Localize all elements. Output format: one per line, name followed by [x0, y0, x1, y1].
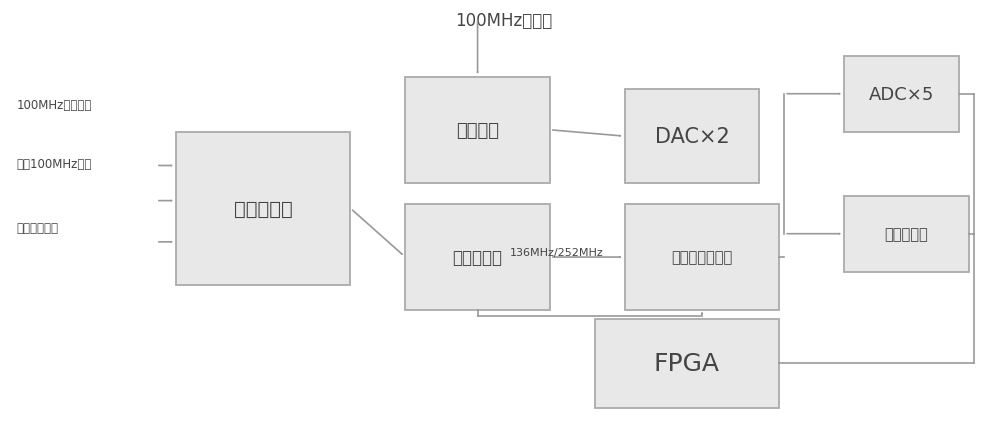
Bar	[625, 204, 779, 311]
Bar	[595, 319, 779, 408]
Text: DAC×2: DAC×2	[655, 127, 729, 147]
Text: 底板接插件: 底板接插件	[884, 227, 928, 242]
Bar	[405, 204, 550, 311]
Text: 调试时钒输入: 调试时钒输入	[16, 222, 58, 234]
Text: 100MHz外时钒: 100MHz外时钒	[455, 12, 552, 30]
Text: 100MHz模拟时钒: 100MHz模拟时钒	[16, 98, 92, 112]
Text: 频率综合器: 频率综合器	[453, 248, 503, 266]
Text: ADC×5: ADC×5	[869, 86, 934, 104]
Bar	[176, 132, 350, 285]
Text: 系统100MHz输入: 系统100MHz输入	[16, 158, 92, 171]
Bar	[625, 90, 759, 183]
Text: 136MHz/252MHz: 136MHz/252MHz	[510, 247, 604, 257]
Bar	[844, 196, 969, 272]
Text: 信道模块: 信道模块	[456, 121, 499, 139]
Text: 时钟分发器: 时钟分发器	[234, 199, 293, 218]
Text: 第二时钟分发器: 第二时钟分发器	[671, 250, 733, 265]
Text: FPGA: FPGA	[654, 351, 720, 375]
Bar	[405, 78, 550, 183]
Bar	[844, 56, 959, 132]
